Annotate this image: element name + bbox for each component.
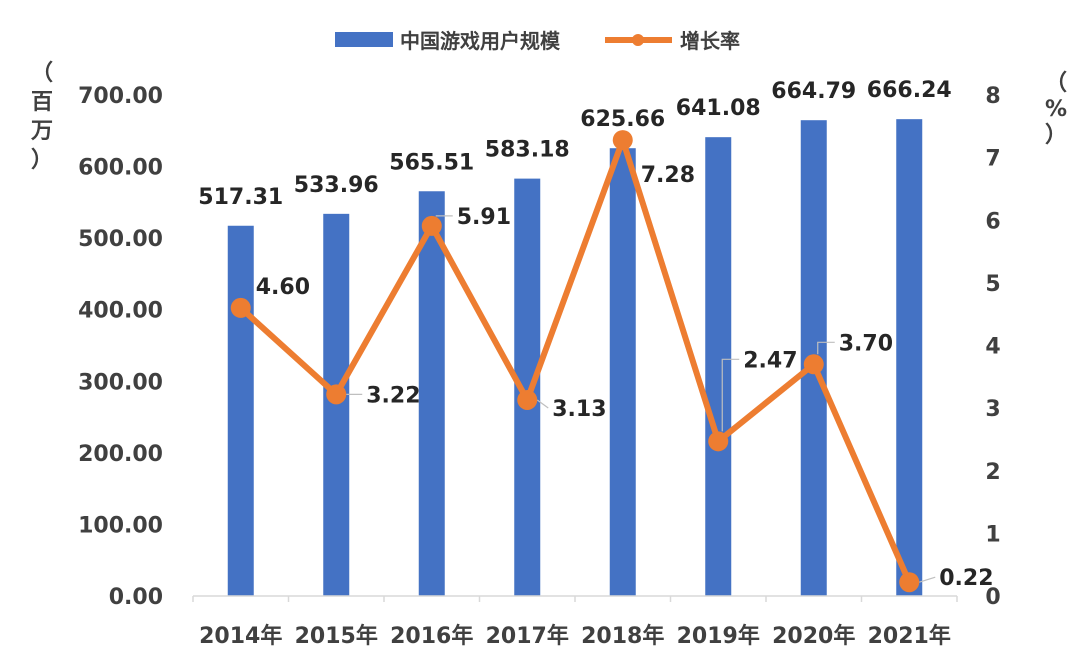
bar-value-label: 517.31 [198,185,283,210]
bar-value-label: 641.08 [676,96,761,121]
left-tick-label: 200.00 [78,442,163,467]
bar-value-label: 625.66 [580,107,665,132]
left-tick-label: 300.00 [78,370,163,395]
left-axis-unit-char: ） [31,148,53,173]
growth-value-label: 0.22 [939,566,993,591]
leader-line [721,358,740,432]
leader-line [919,576,936,583]
bar-value-label: 664.79 [771,79,856,104]
x-tick-label: 2020年 [772,623,855,649]
left-tick-label: 600.00 [78,156,163,181]
x-tick-label: 2015年 [295,623,378,649]
legend-bar-swatch [335,32,393,47]
right-tick-label: 2 [985,460,1000,485]
right-axis: 0 1 2 3 4 5 6 7 8 （%） [985,71,1067,610]
left-axis-unit-char: 百 [31,90,53,115]
bar-value-label: 583.18 [485,138,570,163]
right-tick-label: 5 [985,272,1000,297]
growth-value-label: 7.28 [641,163,695,188]
bar [418,191,445,596]
growth-value-label: 3.13 [552,397,606,422]
line-labels: 4.60 3.22 5.91 3.13 7.28 2.47 3.70 0.22 [256,163,994,591]
growth-point [899,572,920,593]
left-tick-label: 100.00 [78,513,163,538]
right-tick-label: 6 [985,209,1000,234]
legend-label-bars: 中国游戏用户规模 [400,29,561,53]
right-tick-label: 0 [985,585,1000,610]
growth-value-label: 3.22 [366,383,420,408]
growth-point [230,297,251,318]
leader-line [817,341,835,355]
growth-point [517,389,538,410]
left-axis: 0.00 100.00 200.00 300.00 400.00 500.00 600.00… [30,61,163,610]
leader-lines [346,215,936,583]
x-axis: 2014年 2015年 2016年 2017年 2018年 2019年 2020年 2021年 [192,595,958,649]
bar [896,119,923,597]
bar-series [227,119,923,597]
right-axis-unit-char: ） [1045,123,1067,148]
left-tick-label: 400.00 [78,299,163,324]
left-axis-unit-char: （ [31,61,53,86]
x-tick-label: 2021年 [868,623,951,649]
right-tick-label: 7 [985,147,1000,172]
growth-point [803,354,824,375]
line-series [230,130,920,593]
bar-value-label: 533.96 [294,173,379,198]
growth-value-label: 2.47 [743,348,797,373]
legend-line-marker [632,34,644,46]
growth-value-label: 5.91 [457,205,511,230]
growth-point [612,130,633,151]
growth-point [326,384,347,405]
x-tick-label: 2018年 [581,623,664,649]
right-axis-unit-char: （ [1045,71,1067,96]
left-tick-label: 700.00 [78,84,163,109]
x-tick-label: 2014年 [199,623,282,649]
left-tick-label: 500.00 [78,227,163,252]
legend: 中国游戏用户规模 增长率 [335,29,740,53]
right-axis-unit-char: % [1045,97,1067,122]
bar-value-label: 666.24 [867,78,952,103]
right-tick-label: 3 [985,397,1000,422]
right-tick-label: 8 [985,84,1000,109]
growth-line [237,137,913,586]
growth-value-label: 4.60 [256,275,310,300]
bar-value-label: 565.51 [389,150,474,175]
x-tick-label: 2016年 [390,623,473,649]
right-tick-label: 1 [985,522,1000,547]
legend-label-line: 增长率 [680,29,740,53]
bar [609,148,636,596]
bar-labels: 517.31 533.96 565.51 583.18 625.66 641.08 664.… [198,78,951,210]
bar [227,225,254,596]
right-tick-label: 4 [985,335,1000,360]
growth-point [421,215,442,236]
bar [323,213,350,596]
growth-value-label: 3.70 [839,331,893,356]
x-tick-label: 2017年 [486,623,569,649]
bar [705,137,732,596]
left-axis-unit-char: 万 [30,119,53,144]
growth-point [708,431,729,452]
x-tick-label: 2019年 [677,623,760,649]
leader-line [536,399,549,409]
left-tick-label: 0.00 [109,585,163,610]
